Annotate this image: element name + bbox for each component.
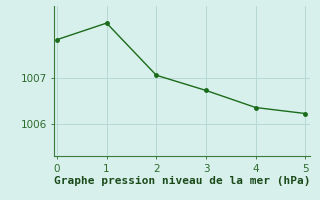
- X-axis label: Graphe pression niveau de la mer (hPa): Graphe pression niveau de la mer (hPa): [54, 176, 311, 186]
